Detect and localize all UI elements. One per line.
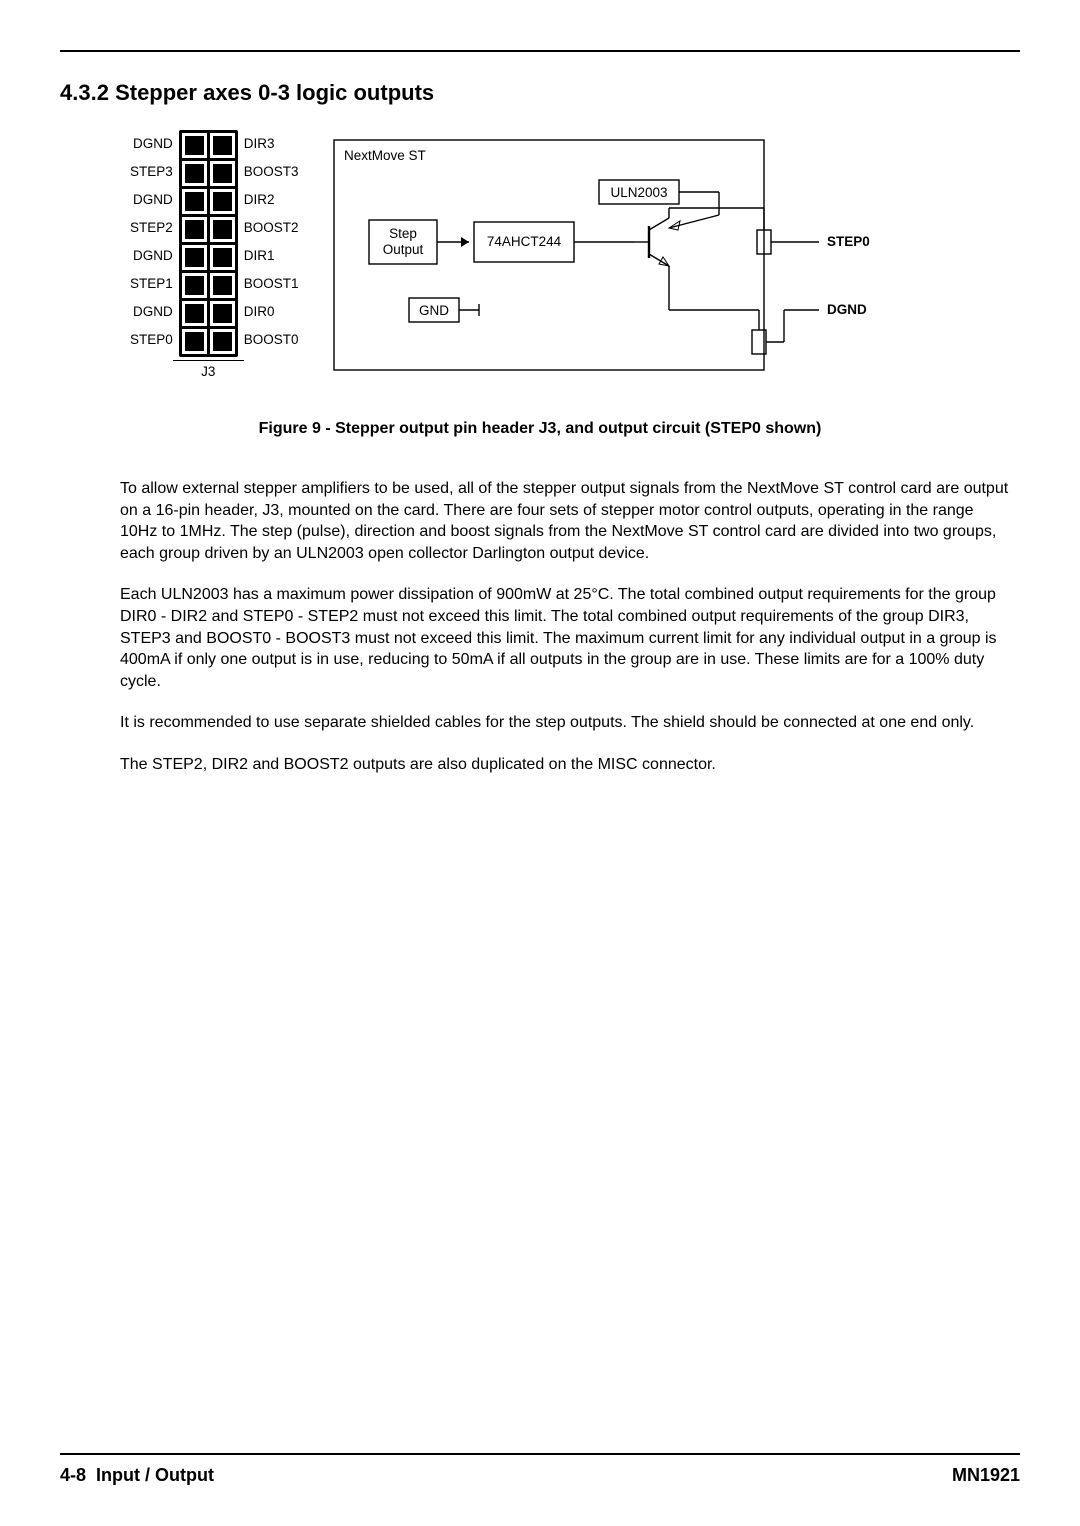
figure-caption: Figure 9 - Stepper output pin header J3,… (60, 420, 1020, 438)
step-label-2: Output (382, 242, 423, 257)
footer-page: 4-8 (60, 1465, 86, 1485)
buffer-label: 74AHCT244 (486, 234, 561, 249)
pin-right-0: DIR3 (244, 130, 299, 158)
para-1: Each ULN2003 has a maximum power dissipa… (120, 584, 1010, 692)
para-3: The STEP2, DIR2 and BOOST2 outputs are a… (120, 754, 1010, 776)
step-label-1: Step (389, 226, 417, 241)
pin-right-5: BOOST1 (244, 270, 299, 298)
driver-label: ULN2003 (610, 185, 667, 200)
dgnd-out-label: DGND (827, 302, 867, 317)
pin-right-4: DIR1 (244, 242, 299, 270)
step0-out-label: STEP0 (827, 234, 870, 249)
pin-left-7: STEP0 (130, 326, 173, 354)
pin-left-labels: DGND STEP3 DGND STEP2 DGND STEP1 DGND ST… (130, 130, 173, 354)
header-wrap: J3 (179, 130, 238, 357)
pin-right-1: BOOST3 (244, 158, 299, 186)
pin-left-2: DGND (130, 186, 173, 214)
pin-left-6: DGND (130, 298, 173, 326)
top-rule (60, 50, 1020, 52)
para-2: It is recommended to use separate shield… (120, 712, 1010, 734)
pin-right-2: DIR2 (244, 186, 299, 214)
section-title: Stepper axes 0-3 logic outputs (115, 80, 434, 105)
figure-row: DGND STEP3 DGND STEP2 DGND STEP1 DGND ST… (130, 130, 1020, 380)
page-footer: 4-8 Input / Output MN1921 (60, 1453, 1020, 1486)
pin-right-7: BOOST0 (244, 326, 299, 354)
pin-left-1: STEP3 (130, 158, 173, 186)
bottom-rule (60, 1453, 1020, 1455)
pin-left-4: DGND (130, 242, 173, 270)
pin-header-diagram: DGND STEP3 DGND STEP2 DGND STEP1 DGND ST… (130, 130, 299, 357)
footer-section: Input / Output (96, 1465, 214, 1485)
pin-right-labels: DIR3 BOOST3 DIR2 BOOST2 DIR1 BOOST1 DIR0… (244, 130, 299, 354)
pin-left-3: STEP2 (130, 214, 173, 242)
pin-body (179, 130, 238, 357)
section-number: 4.3.2 (60, 80, 109, 105)
j3-label: J3 (201, 364, 215, 379)
footer-docid: MN1921 (952, 1465, 1020, 1486)
pin-right-6: DIR0 (244, 298, 299, 326)
section-heading: 4.3.2 Stepper axes 0-3 logic outputs (60, 80, 1020, 106)
nextmove-label: NextMove ST (344, 148, 426, 163)
pin-left-5: STEP1 (130, 270, 173, 298)
pin-right-3: BOOST2 (244, 214, 299, 242)
para-0: To allow external stepper amplifiers to … (120, 478, 1010, 564)
gnd-label: GND (419, 303, 449, 318)
footer-left: 4-8 Input / Output (60, 1465, 214, 1486)
circuit-diagram: NextMove ST Step Output 74AHCT244 ULN200… (329, 130, 889, 380)
pin-left-0: DGND (130, 130, 173, 158)
